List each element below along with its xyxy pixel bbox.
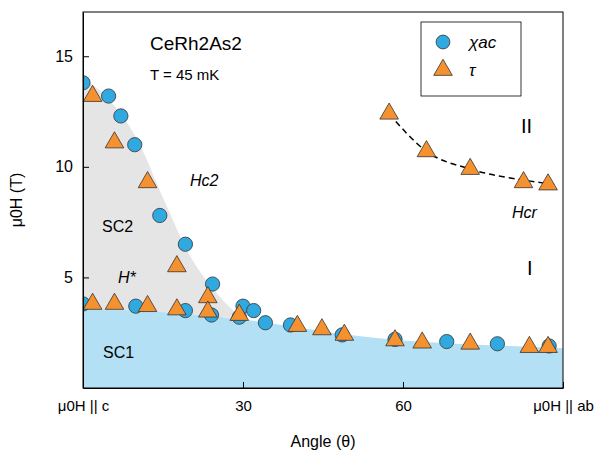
y-tick: 10 bbox=[55, 158, 89, 175]
x-tick-label: 60 bbox=[395, 397, 412, 414]
point bbox=[198, 301, 217, 317]
point bbox=[153, 208, 167, 222]
region-label: SC1 bbox=[103, 344, 134, 361]
legend-label: χac bbox=[467, 33, 497, 52]
x-tick-mark bbox=[403, 382, 404, 388]
subtitle: T = 45 mK bbox=[150, 66, 219, 83]
point bbox=[539, 336, 558, 352]
title: CeRh2As2 bbox=[150, 33, 242, 54]
x-tick-mark bbox=[243, 382, 244, 388]
point bbox=[105, 132, 124, 148]
y-tick-mark bbox=[83, 56, 89, 57]
annotation: Hc2 bbox=[190, 172, 219, 189]
point bbox=[101, 89, 115, 103]
point bbox=[83, 293, 102, 309]
annotation: I bbox=[527, 257, 533, 279]
point bbox=[288, 315, 307, 331]
point bbox=[461, 158, 480, 174]
point bbox=[168, 256, 187, 272]
y-tick-label: 5 bbox=[64, 269, 73, 286]
x-tick-label: μ0H || c bbox=[58, 397, 110, 414]
point bbox=[335, 324, 354, 340]
x-tick-label: 30 bbox=[235, 397, 252, 414]
frame bbox=[83, 12, 563, 388]
region bbox=[83, 308, 563, 388]
point bbox=[520, 336, 539, 352]
annotation: II bbox=[521, 115, 532, 137]
point bbox=[138, 295, 157, 311]
line-label: Hcr bbox=[512, 204, 538, 221]
point bbox=[83, 76, 90, 90]
point bbox=[247, 303, 261, 317]
point bbox=[380, 103, 399, 119]
point bbox=[178, 237, 192, 251]
annotation: H* bbox=[118, 269, 137, 286]
y-axis-line bbox=[83, 13, 84, 389]
region bbox=[83, 78, 243, 319]
point bbox=[168, 299, 187, 315]
point bbox=[114, 109, 128, 123]
y-axis: 5 10 15 bbox=[55, 13, 89, 389]
series bbox=[83, 76, 556, 353]
y-axis-title: μ0H (T) bbox=[8, 173, 25, 228]
y-tick-mark bbox=[83, 167, 89, 168]
point bbox=[461, 333, 480, 349]
point bbox=[105, 293, 124, 309]
point bbox=[230, 304, 249, 320]
x-tick: μ0H || ab bbox=[533, 382, 594, 414]
point bbox=[258, 316, 272, 330]
series bbox=[83, 85, 557, 352]
y-tick: 5 bbox=[64, 269, 89, 286]
y-tick-label: 15 bbox=[55, 48, 73, 65]
point bbox=[417, 141, 436, 157]
y-tick-mark bbox=[83, 277, 89, 278]
point bbox=[440, 334, 454, 348]
chart: μ0H || c 30 60 μ0H || ab 5 10 15 Angle (θ) μ0H (… bbox=[0, 0, 600, 459]
plot-area bbox=[83, 76, 563, 388]
legend: χac τ bbox=[421, 22, 521, 96]
x-tick-mark bbox=[563, 382, 564, 388]
point bbox=[490, 337, 504, 351]
point bbox=[539, 174, 558, 190]
x-axis-line bbox=[84, 388, 564, 389]
point bbox=[313, 319, 332, 335]
region-label: SC2 bbox=[102, 218, 133, 235]
legend-box bbox=[421, 22, 521, 96]
x-tick: 60 bbox=[395, 382, 412, 414]
x-tick: 30 bbox=[235, 382, 252, 414]
point bbox=[514, 172, 533, 188]
point bbox=[138, 172, 157, 188]
point bbox=[386, 330, 405, 346]
point bbox=[83, 85, 102, 101]
x-axis-title: Angle (θ) bbox=[291, 433, 356, 450]
y-tick-label: 10 bbox=[55, 158, 73, 175]
point bbox=[128, 138, 142, 152]
point bbox=[413, 332, 432, 348]
legend-label: τ bbox=[469, 61, 477, 80]
legend-symbol bbox=[436, 35, 450, 49]
x-axis: μ0H || c 30 60 μ0H || ab bbox=[58, 382, 594, 414]
y-tick: 15 bbox=[55, 48, 89, 65]
x-tick-label: μ0H || ab bbox=[533, 397, 594, 414]
legend-symbol bbox=[434, 59, 453, 75]
line bbox=[389, 114, 555, 185]
